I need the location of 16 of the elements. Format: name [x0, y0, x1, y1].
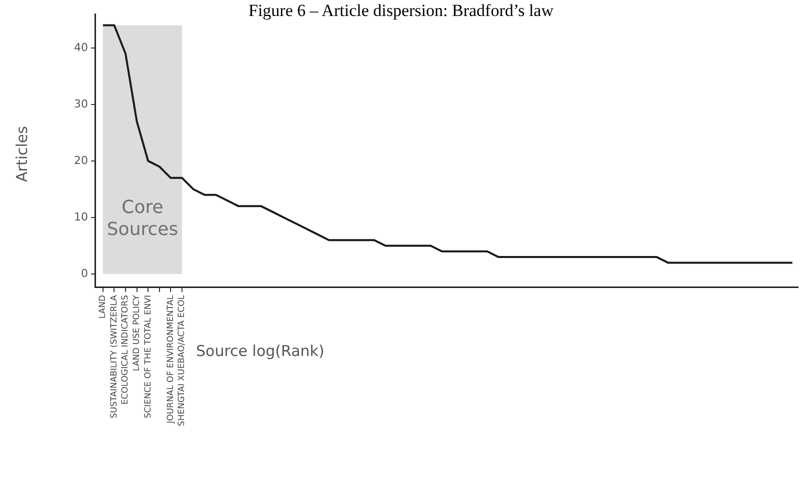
y-tick-label: 30	[74, 97, 88, 110]
x-tick-label: JOURNAL OF ENVIRONMENTAL	[166, 294, 176, 424]
x-tick-label: LAND	[98, 294, 108, 319]
x-tick-label: SUSTAINABILITY (SWITZERLA	[109, 294, 120, 418]
x-tick-label: LAND USE POLICY	[132, 294, 142, 372]
band-label: Core Sources	[106, 197, 178, 240]
x-tick-label: SCIENCE OF THE TOTAL ENVI	[143, 295, 154, 418]
y-tick-label: 0	[81, 266, 88, 280]
y-axis-title: Articles	[13, 125, 31, 184]
y-tick-label: 40	[74, 40, 88, 54]
x-axis-title: Source log(Rank)	[196, 342, 324, 360]
chart-title: Figure 6 – Article dispersion: Bradford’s law	[247, 1, 554, 21]
y-tick-label: 20	[74, 154, 88, 167]
x-tick-label: SHENGTAI XUEBAO/ACTA ECOL	[177, 294, 188, 426]
x-tick-label: ECOLOGICAL INDICATORS	[120, 295, 131, 405]
y-tick-label: 10	[74, 210, 88, 224]
